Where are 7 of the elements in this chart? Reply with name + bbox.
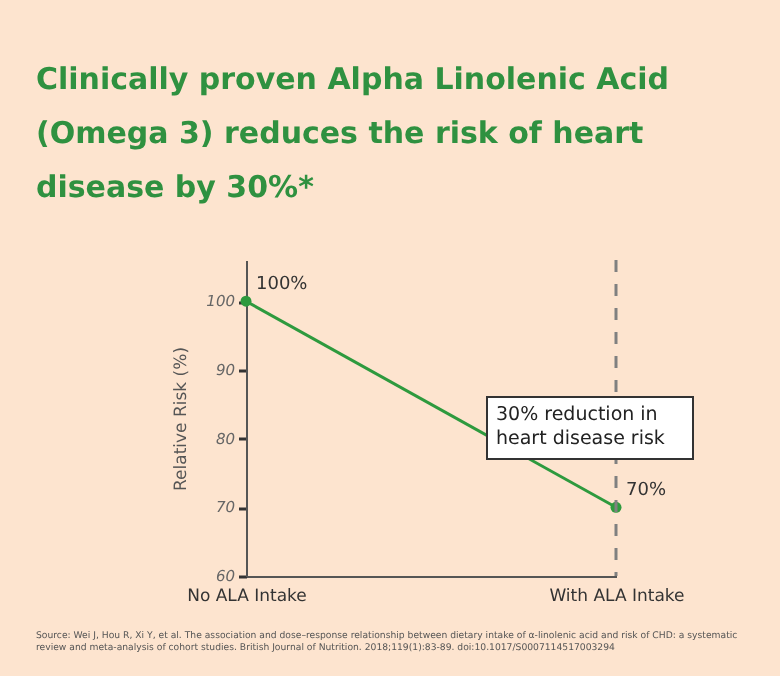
data-label: 70% bbox=[626, 481, 667, 502]
callout-box: 30% reduction in heart disease risk bbox=[486, 396, 694, 460]
x-tick-label: No ALA Intake bbox=[187, 587, 307, 607]
x-tick-label: With ALA Intake bbox=[549, 587, 685, 607]
chart-title: Clinically proven Alpha Linolenic Acid (Omega 3) reduces the risk of heart disease by 30%* bbox=[36, 60, 670, 205]
y-axis-title: Relative Risk (%) bbox=[172, 346, 193, 492]
data-label: 100% bbox=[256, 275, 309, 296]
